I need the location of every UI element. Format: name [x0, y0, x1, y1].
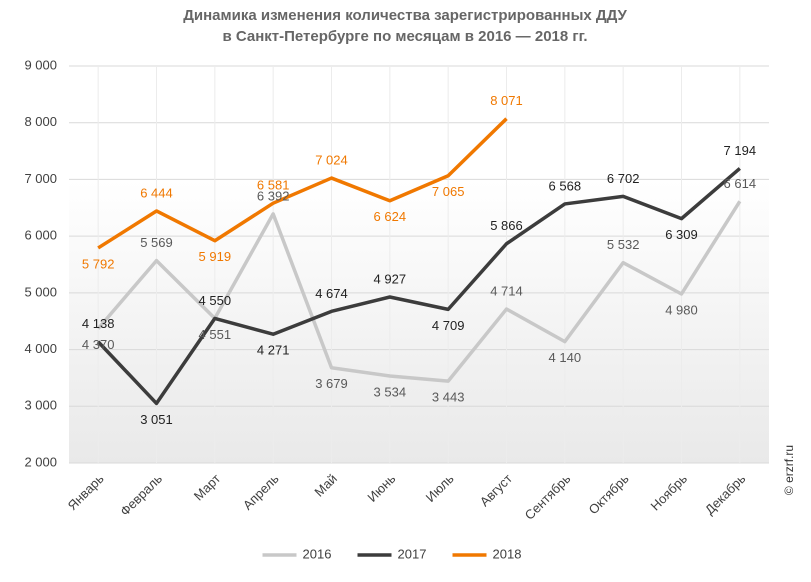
x-tick-label: Октябрь — [585, 471, 631, 517]
x-tick-label: Июнь — [364, 471, 398, 505]
data-label: 4 980 — [665, 302, 698, 317]
series-line — [96, 200, 742, 383]
y-tick-label: 4 000 — [24, 341, 57, 356]
data-label: 6 392 — [257, 188, 290, 203]
data-label: 4 709 — [432, 318, 465, 333]
x-tick-label: Ноябрь — [648, 471, 691, 514]
data-label: 5 569 — [140, 235, 173, 250]
x-tick-label: Сентябрь — [522, 471, 574, 523]
y-tick-label: 2 000 — [24, 454, 57, 469]
data-label: 8 071 — [490, 93, 523, 108]
data-label: 5 866 — [490, 218, 523, 233]
x-tick-label: Август — [477, 471, 515, 509]
data-label: 4 271 — [257, 343, 290, 358]
data-label: 4 551 — [199, 327, 232, 342]
chart-title: Динамика изменения количества зарегистри… — [183, 7, 627, 24]
data-label: 5 919 — [199, 249, 232, 264]
y-tick-label: 8 000 — [24, 114, 57, 129]
y-tick-label: 5 000 — [24, 284, 57, 299]
x-tick-label: Апрель — [240, 471, 282, 513]
legend-label: 2016 — [303, 546, 332, 561]
legend-label: 2018 — [493, 546, 522, 561]
data-label: 6 309 — [665, 227, 698, 242]
series-line — [97, 117, 508, 250]
y-tick-label: 3 000 — [24, 398, 57, 413]
data-label: 6 702 — [607, 171, 640, 186]
data-label: 4 370 — [82, 337, 115, 352]
watermark: © erzrf.ru — [782, 445, 796, 495]
x-tick-label: Июль — [423, 471, 457, 505]
data-label: 5 792 — [82, 256, 115, 271]
data-label: 4 674 — [315, 286, 348, 301]
data-label: 4 138 — [82, 316, 115, 331]
data-label: 7 065 — [432, 184, 465, 199]
data-label: 4 550 — [199, 293, 232, 308]
data-label: 6 614 — [724, 176, 757, 191]
x-tick-label: Май — [311, 471, 340, 500]
x-tick-label: Декабрь — [702, 471, 749, 518]
data-label: 4 714 — [490, 284, 523, 299]
y-tick-label: 6 000 — [24, 228, 57, 243]
data-label: 4 927 — [374, 271, 407, 286]
data-label: 7 024 — [315, 153, 348, 168]
x-tick-label: Февраль — [117, 471, 165, 519]
data-label: 3 051 — [140, 412, 173, 427]
series-line — [96, 167, 741, 406]
data-label: 7 194 — [724, 143, 757, 158]
x-tick-label: Январь — [65, 471, 107, 513]
y-tick-label: 7 000 — [24, 171, 57, 186]
y-tick-label: 9 000 — [24, 57, 57, 72]
data-label: 6 568 — [549, 178, 582, 193]
x-tick-label: Март — [191, 471, 224, 504]
plot-shading — [69, 180, 769, 463]
data-label: 3 534 — [374, 384, 407, 399]
data-label: 3 679 — [315, 376, 348, 391]
data-label: 6 581 — [257, 178, 290, 193]
legend-label: 2017 — [398, 546, 427, 561]
data-label: 5 532 — [607, 237, 640, 252]
data-label: 6 624 — [374, 209, 407, 224]
data-label: 6 444 — [140, 185, 173, 200]
chart-subtitle: в Санкт-Петербурге по месяцам в 2016 — 2… — [222, 28, 587, 45]
data-label: 4 140 — [549, 350, 582, 365]
data-label: 3 443 — [432, 390, 465, 405]
